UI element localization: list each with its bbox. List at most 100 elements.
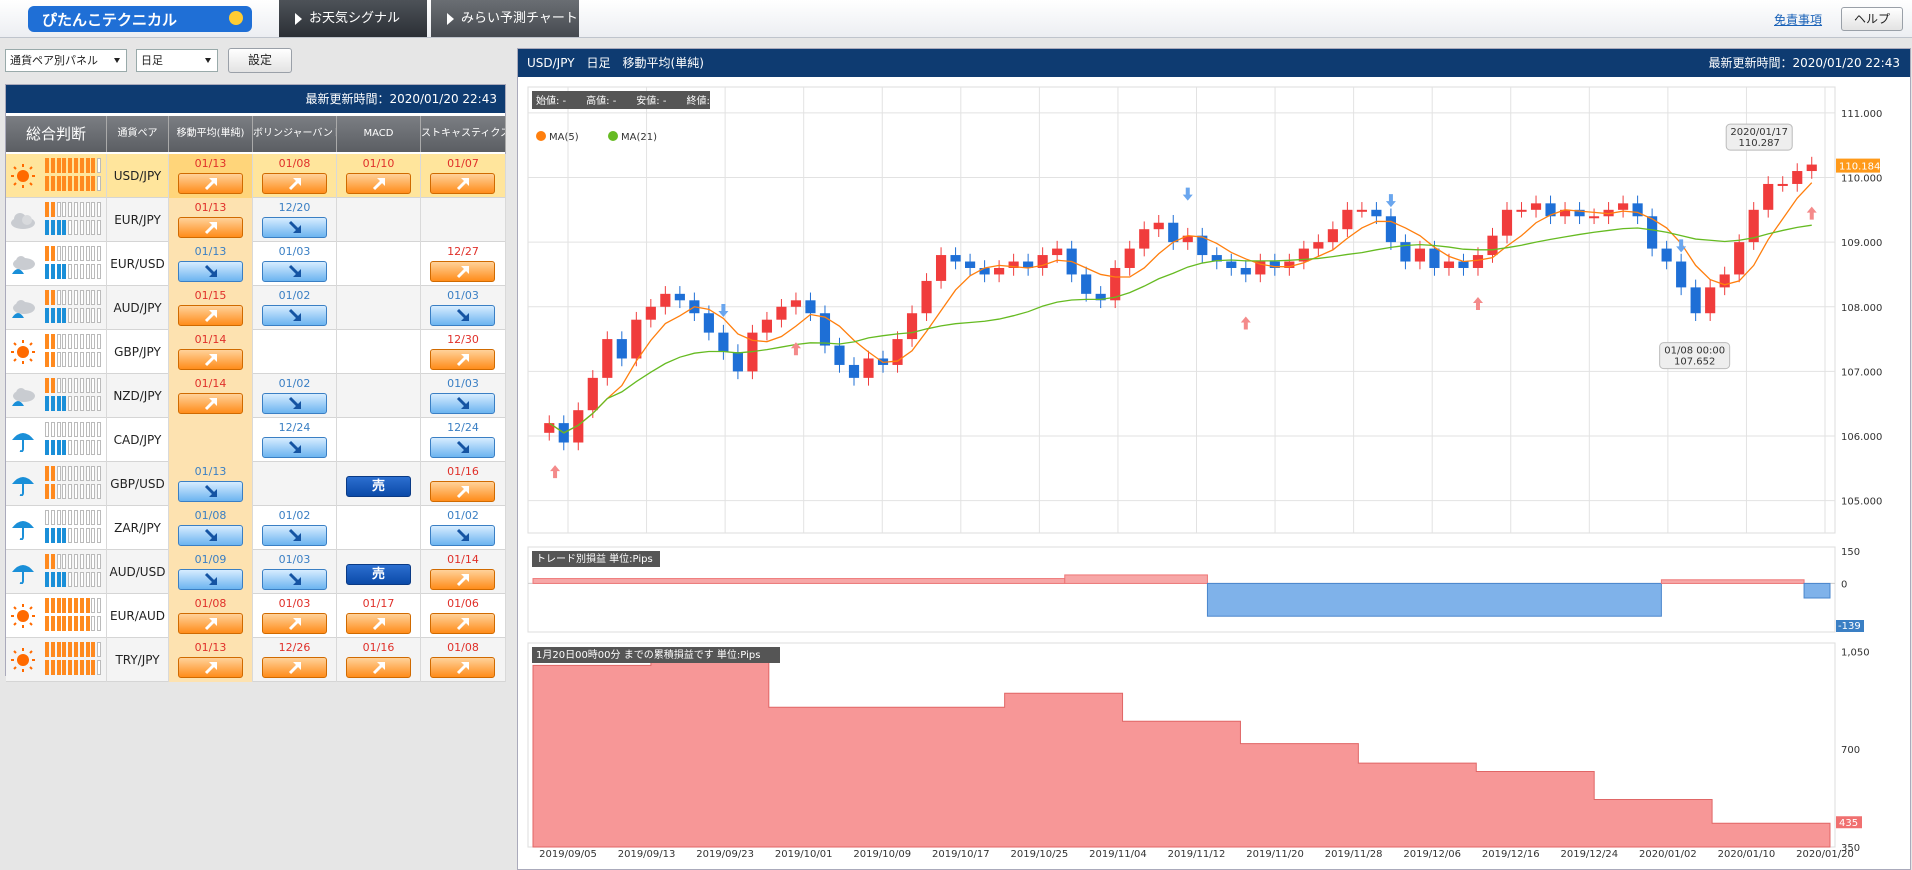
strength-bar (62, 466, 67, 481)
current-price-tag (1836, 158, 1880, 173)
signal-cell (337, 374, 421, 418)
buy-signal-button[interactable] (178, 217, 243, 238)
signal-row[interactable]: TRY/JPY 01/13 12/26 01/16 01/08 (6, 638, 506, 682)
x-tick-label: 2019/11/04 (1089, 849, 1147, 860)
pair-cell[interactable]: EUR/AUD (107, 594, 169, 638)
buy-signal-button[interactable] (346, 613, 411, 634)
signal-cell: 売 (337, 462, 421, 506)
buy-signal-button[interactable] (430, 657, 495, 678)
strength-bar (74, 642, 78, 657)
strength-bar (50, 202, 55, 217)
pair-cell[interactable]: GBP/JPY (107, 330, 169, 374)
buy-signal-button[interactable] (430, 349, 495, 370)
strength-bar (91, 334, 96, 349)
buy-signal-button[interactable] (178, 173, 243, 194)
pair-cell[interactable]: AUD/USD (107, 550, 169, 594)
pair-cell[interactable]: NZD/JPY (107, 374, 169, 418)
buy-signal-button[interactable] (262, 657, 327, 678)
sell-signal-button[interactable] (262, 569, 327, 590)
pair-cell[interactable]: EUR/USD (107, 242, 169, 286)
signal-row[interactable]: EUR/AUD 01/08 01/03 01/17 01/06 (6, 594, 506, 638)
sell-signal-button[interactable] (430, 305, 495, 326)
buy-signal-button[interactable] (430, 613, 495, 634)
buy-signal-button[interactable] (346, 657, 411, 678)
pair-cell[interactable]: TRY/JPY (107, 638, 169, 682)
candle (1777, 183, 1788, 186)
tab-weather-signal[interactable]: お天気シグナル (279, 0, 427, 37)
buy-signal-button[interactable] (430, 569, 495, 590)
arrow-down-right-icon (288, 396, 301, 409)
signal-row[interactable]: GBP/JPY 01/14 12/30 (6, 330, 506, 374)
signal-row[interactable]: GBP/USD 01/13 売 01/16 (6, 462, 506, 506)
candle (645, 306, 656, 320)
sell-signal-button[interactable] (262, 217, 327, 238)
pair-cell[interactable]: EUR/JPY (107, 198, 169, 242)
weather-umbrella-icon (9, 428, 37, 453)
signal-cell: 01/10 (337, 154, 421, 198)
signal-date: 01/13 (194, 245, 227, 258)
strength-bar (68, 572, 73, 587)
buy-signal-button[interactable] (178, 349, 243, 370)
buy-signal-button[interactable] (430, 173, 495, 194)
buy-signal-button[interactable] (178, 613, 243, 634)
pair-cell[interactable]: GBP/USD (107, 462, 169, 506)
signal-row[interactable]: AUD/JPY 01/15 01/02 01/03 (6, 286, 506, 330)
sell-signal-button[interactable] (262, 393, 327, 414)
strength-bar (68, 352, 73, 367)
buy-signal-button[interactable] (430, 481, 495, 502)
signal-row[interactable]: EUR/JPY 01/13 12/20 (6, 198, 506, 242)
sell-signal-button[interactable] (430, 393, 495, 414)
pair-cell[interactable]: CAD/JPY (107, 418, 169, 462)
sell-signal-button[interactable] (178, 481, 243, 502)
col-macd[interactable]: MACD (337, 116, 421, 152)
signal-cell: 01/02 (253, 506, 337, 550)
sell-signal-button[interactable] (262, 525, 327, 546)
strength-bar (50, 642, 55, 657)
buy-signal-button[interactable] (178, 305, 243, 326)
buy-signal-button[interactable] (346, 173, 411, 194)
buy-signal-button[interactable] (262, 173, 327, 194)
signal-row[interactable]: USD/JPY 01/13 01/08 01/10 01/07 (6, 154, 506, 198)
signal-date: 01/07 (447, 157, 479, 170)
signal-row[interactable]: EUR/USD 01/13 01/03 12/27 (6, 242, 506, 286)
col-bollinger[interactable]: ボリンジャーバンド (253, 116, 337, 152)
strength-bar (62, 352, 67, 367)
disclaimer-link[interactable]: 免責事項 (1774, 13, 1823, 27)
sell-signal-button[interactable] (178, 525, 243, 546)
pair-cell[interactable]: USD/JPY (107, 154, 169, 198)
tab-future-chart[interactable]: みらい予測チャート (431, 0, 579, 37)
buy-signal-button[interactable] (178, 393, 243, 414)
price-chart[interactable]: 2019/09/05 2019/09/13 2019/09/23 2019/10/01… (518, 77, 1910, 869)
sell-signal-button[interactable] (430, 525, 495, 546)
strength-bar (91, 158, 96, 173)
sell-signal-button[interactable] (178, 569, 243, 590)
signal-row[interactable]: ZAR/JPY 01/08 01/02 01/02 (6, 506, 506, 550)
sell-signal-button[interactable] (178, 261, 243, 282)
settings-button[interactable]: 設定 (228, 48, 292, 73)
strength-bar (62, 378, 67, 393)
sell-signal-button[interactable]: 売 (346, 476, 411, 497)
pitanko-technical-logo[interactable]: ぴたんこテクニカル (28, 6, 252, 32)
sell-signal-button[interactable] (430, 437, 495, 458)
pair-cell[interactable]: ZAR/JPY (107, 506, 169, 550)
pair-cell[interactable]: AUD/JPY (107, 286, 169, 330)
help-button[interactable]: ヘルプ (1841, 7, 1903, 31)
x-tick-label: 2019/10/09 (853, 849, 911, 860)
buy-signal-button[interactable] (430, 261, 495, 282)
signal-row[interactable]: NZD/JPY 01/14 01/02 01/03 (6, 374, 506, 418)
col-stochastics[interactable]: ストキャスティクス (421, 116, 506, 152)
signal-row[interactable]: CAD/JPY 12/24 12/24 (6, 418, 506, 462)
col-ma[interactable]: 移動平均(単純) (169, 116, 253, 152)
strength-bar (50, 220, 55, 235)
strength-bar (56, 176, 61, 191)
sell-signal-button[interactable]: 売 (346, 564, 411, 585)
sell-signal-button[interactable] (262, 437, 327, 458)
sell-signal-button[interactable] (262, 261, 327, 282)
period-select[interactable]: 日足 (136, 49, 218, 72)
buy-signal-button[interactable] (262, 613, 327, 634)
signal-row[interactable]: AUD/USD 01/09 01/03 売 01/14 (6, 550, 506, 594)
panel-select[interactable]: 通貨ペア別パネル (5, 49, 127, 72)
buy-signal-button[interactable] (178, 657, 243, 678)
strength-bar (45, 598, 49, 613)
sell-signal-button[interactable] (262, 305, 327, 326)
